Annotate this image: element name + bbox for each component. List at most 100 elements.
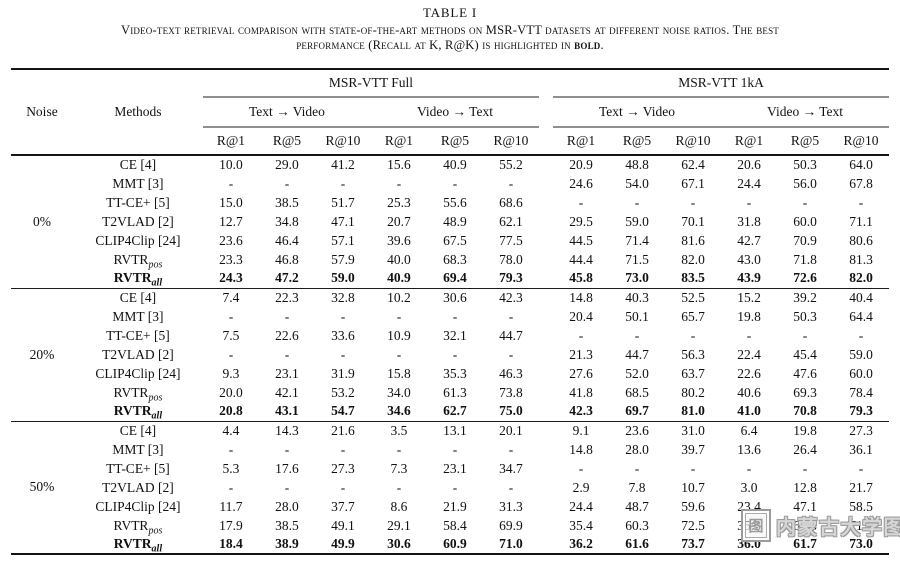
metric-value: 58.4 (443, 517, 467, 533)
metric-value: 80.6 (849, 232, 873, 248)
method-name-cell: TT-CE+ [5] (73, 193, 203, 212)
metric-value: 78.0 (499, 251, 523, 267)
method-name: TT-CE+ [5] (106, 194, 170, 210)
metric-value: 12.8 (793, 479, 817, 495)
column-spacer (539, 69, 553, 97)
metric-value: 21.7 (849, 479, 873, 495)
metric-value: 40.3 (625, 289, 649, 305)
metric-value: 3.0 (740, 479, 758, 495)
metric-value: 36.0 (721, 535, 777, 555)
metric-value: - (690, 460, 696, 476)
metric-value: - (578, 327, 584, 343)
caption-line-2: performance (Recall at K, R@K) is highli… (0, 38, 900, 53)
metric-value: 44.7 (625, 346, 649, 362)
metric-value: 50.3 (793, 308, 817, 324)
metric-value: 73.0 (833, 535, 890, 555)
method-name: TT-CE+ [5] (106, 460, 170, 476)
metric-value: - (578, 194, 584, 210)
metric-value: - (340, 441, 346, 457)
col-group-msrvtt-full: MSR-VTT Full (202, 69, 539, 98)
metric-value: 59.6 (681, 498, 705, 514)
table-row: T2VLAD [2] - - - - - - 2.9 7.8 10.7 3.0 12.8 21.7 (11, 478, 889, 497)
metric-value: 10.9 (387, 327, 411, 343)
method-name: RVTR (113, 251, 149, 267)
metric-value: 61.6 (609, 535, 665, 555)
metric-value: 71.4 (625, 232, 649, 248)
table-row: RVTRpos 17.9 38.5 49.1 29.1 58.4 69.9 35.4 60.3 7… (11, 516, 889, 536)
metric-value: - (340, 308, 346, 324)
metric-header-full-2: R@10 (314, 127, 371, 156)
metric-value: 60.3 (625, 517, 649, 533)
metric-value: 13.1 (443, 422, 467, 438)
metric-value: 70.9 (793, 232, 817, 248)
metric-value: 81.6 (681, 232, 705, 248)
metric-value: 48.9 (443, 213, 467, 229)
metric-value: 46.4 (275, 232, 299, 248)
metric-header-1ka-0: R@1 (553, 127, 609, 156)
table-row: CLIP4Clip [24] 11.7 28.0 37.7 8.6 21.9 31.3 24.… (11, 497, 889, 516)
metric-value: 23.6 (625, 422, 649, 438)
metric-value: - (508, 479, 514, 495)
table-row: T2VLAD [2] - - - - - - 21.3 44.7 56.3 22.4 45.4 59.0 (11, 345, 889, 364)
metric-value: - (340, 479, 346, 495)
metric-value: 68.3 (443, 251, 467, 267)
table-row: MMT [3] - - - - - - 14.8 28.0 39.7 13.6 26.4 36.1 (11, 440, 889, 459)
method-subscript: all (151, 277, 163, 289)
table-row: TT-CE+ [5] 7.5 22.6 33.6 10.9 32.1 44.7 - - - - - - (11, 326, 889, 345)
column-spacer (539, 307, 553, 326)
column-spacer (539, 478, 553, 497)
metric-value: 24.4 (737, 175, 761, 191)
metric-value: 18.4 (202, 535, 259, 555)
method-name: CLIP4Clip [24] (95, 498, 181, 514)
metric-value: 79.3 (482, 269, 539, 289)
metric-value: - (802, 327, 808, 343)
metric-value: 23.3 (219, 251, 243, 267)
method-name-cell: TT-CE+ [5] (73, 459, 203, 478)
metric-value: 71.1 (849, 213, 873, 229)
metric-value: 41.2 (331, 157, 355, 172)
metric-value: 22.6 (737, 365, 761, 381)
metric-value: 64.4 (849, 308, 873, 324)
metric-value: - (228, 346, 234, 362)
metric-value: 42.3 (553, 402, 609, 422)
metric-value: 60.0 (793, 213, 817, 229)
method-name-cell: RVTRall (72, 402, 203, 422)
metric-value: 22.4 (737, 346, 761, 362)
metric-value: 23.6 (219, 232, 243, 248)
metric-value: - (396, 175, 402, 191)
metric-value: 9.1 (572, 422, 590, 438)
metric-value: 61.7 (777, 535, 833, 555)
method-name: MMT [3] (112, 175, 164, 191)
metric-header-1ka-4: R@5 (777, 127, 833, 156)
metric-value: 45.8 (553, 269, 609, 289)
table-row: RVTRall 18.4 38.9 49.9 30.6 60.9 71.0 36.2 61.6 7… (11, 535, 890, 555)
metric-value: - (396, 479, 402, 495)
method-name-cell: CE [4] (73, 421, 203, 440)
metric-value: 79.3 (833, 402, 890, 422)
metric-value: 31.9 (331, 365, 355, 381)
metric-value: 58.5 (849, 498, 873, 514)
method-name-cell: CLIP4Clip [24] (73, 364, 203, 383)
method-subscript: all (151, 543, 163, 555)
column-spacer (539, 497, 553, 516)
metric-value: 36.2 (553, 535, 609, 555)
metric-value: 6.4 (740, 422, 758, 438)
method-name-cell: TT-CE+ [5] (73, 326, 203, 345)
method-name-cell: RVTRall (72, 269, 203, 289)
metric-value: 7.8 (628, 479, 646, 495)
metric-value: - (452, 346, 458, 362)
method-subscript: pos (148, 392, 163, 404)
column-spacer (539, 250, 553, 269)
caption-line-2-post: . (600, 37, 604, 52)
metric-value: 56.3 (681, 346, 705, 362)
metric-value: 80.2 (681, 384, 705, 400)
metric-value: - (228, 308, 234, 324)
metric-value: 42.3 (499, 289, 523, 305)
metric-value: 21.3 (569, 346, 593, 362)
metric-value: 4.4 (222, 422, 240, 438)
metric-value: 71.9 (849, 517, 873, 533)
metric-value: 53.2 (331, 384, 355, 400)
metric-value: 72.6 (777, 269, 833, 289)
noise-ratio-label: 50% (10, 421, 73, 555)
table-row: RVTRall 24.3 47.2 59.0 40.9 69.4 79.3 45.8 73.0 8… (11, 269, 890, 289)
